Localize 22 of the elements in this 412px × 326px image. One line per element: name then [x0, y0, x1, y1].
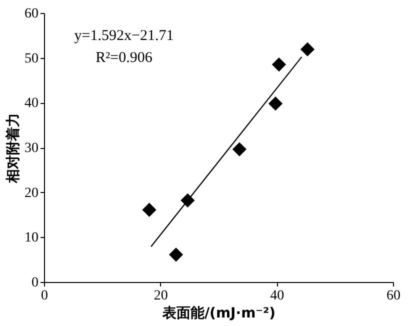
x-tick-label: 0	[41, 288, 48, 304]
point	[300, 42, 315, 56]
x-tick-label: 40	[270, 288, 284, 304]
x-tick-label: 60	[386, 288, 400, 304]
point	[168, 248, 184, 262]
y-tick-label: 20	[24, 186, 38, 201]
annotation: R²=0.906	[96, 50, 153, 66]
point	[268, 96, 283, 111]
annotation: y=1.592x−21.71	[74, 28, 174, 44]
point	[232, 142, 247, 156]
y-tick-label: 40	[24, 96, 38, 112]
point	[180, 193, 195, 208]
y-tick-label: 60	[24, 6, 38, 22]
y-axis-title: 相对附着力	[4, 113, 22, 184]
point	[142, 202, 156, 217]
x-axis-title: 表面能/(mJ·m⁻²)	[161, 306, 276, 322]
point	[272, 57, 286, 72]
y-tick-label: 0	[32, 276, 38, 290]
y-tick-label: 10	[24, 230, 38, 246]
x-tick-label: 20	[154, 288, 168, 304]
y-tick-label: 50	[24, 51, 38, 66]
y-tick-label: 30	[24, 141, 38, 156]
